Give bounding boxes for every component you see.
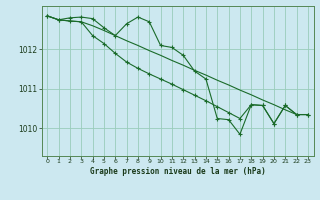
X-axis label: Graphe pression niveau de la mer (hPa): Graphe pression niveau de la mer (hPa): [90, 167, 266, 176]
